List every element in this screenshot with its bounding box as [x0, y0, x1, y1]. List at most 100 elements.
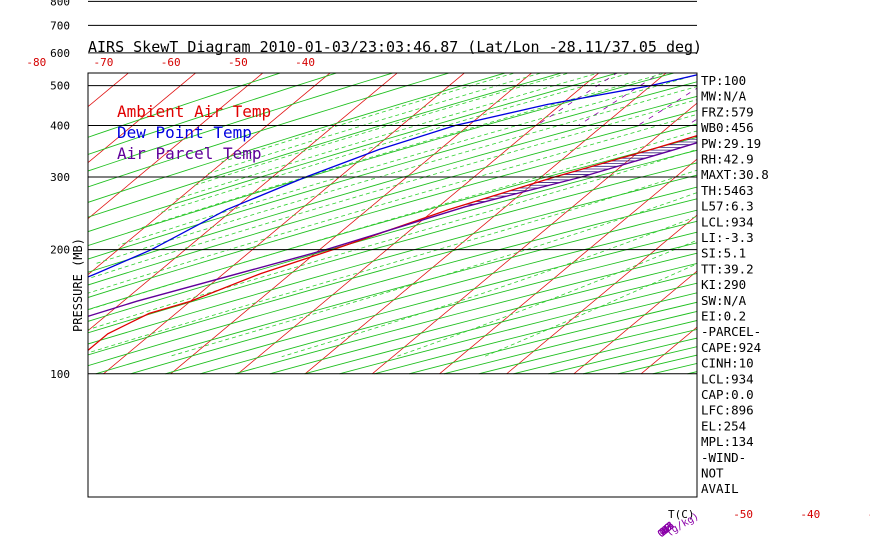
dry-adiabat-line [95, 209, 697, 375]
bottom-temp-tick-label: -30 [868, 508, 870, 521]
index-entry: TP:100 [701, 73, 746, 88]
dry-adiabat-line [374, 292, 697, 375]
moist-adiabat-line [88, 169, 697, 354]
index-entry: LI:-3.3 [701, 230, 754, 245]
dry-adiabat-line [269, 262, 697, 375]
index-entry: NOT [701, 466, 724, 481]
index-entry: EI:0.2 [701, 309, 746, 324]
moist-adiabat-line [168, 192, 697, 358]
index-entry: CAP:0.0 [701, 387, 754, 402]
series-line-ambient-temp [88, 134, 697, 352]
index-entry: -PARCEL- [701, 324, 761, 339]
moist-adiabat-line [175, 73, 601, 200]
index-entry: FRZ:579 [701, 104, 754, 119]
index-entry: MAXT:30.8 [701, 167, 769, 182]
dry-adiabat-line [443, 310, 697, 375]
isotherm-line [170, 73, 533, 375]
mixing-ratio-label: 4 [661, 524, 673, 536]
dry-adiabat-line [88, 123, 697, 298]
isotherm-line [304, 73, 667, 375]
index-entry: KI:290 [701, 277, 746, 292]
dry-adiabat-line [513, 328, 697, 375]
index-entry: EL:254 [701, 418, 746, 433]
isotherm-line [640, 326, 697, 375]
stability-indices: TP:100MW:N/AFRZ:579WB0:456PW:29.19RH:42.… [701, 73, 769, 496]
moist-adiabat-line [206, 73, 543, 175]
temp-unit-label: T(C) [668, 508, 695, 521]
index-entry: RH:42.9 [701, 152, 754, 167]
top-temp-tick-label: -70 [94, 56, 114, 69]
moist-adiabat-line [118, 74, 697, 246]
index-entry: AVAIL [701, 481, 739, 496]
pressure-tick-label: 700 [50, 19, 70, 32]
bottom-temp-tick-label: -50 [733, 508, 753, 521]
index-entry: MW:N/A [701, 89, 747, 104]
mixing-ratio-line [829, 0, 870, 126]
isotherm-line [237, 73, 600, 375]
mixing-ratio-label: 3 [661, 524, 673, 536]
y-axis-label: PRESSURE (MB) [71, 238, 85, 332]
cape-hatch-line [861, 78, 870, 86]
dry-adiabat-line [88, 198, 697, 367]
dry-adiabat-line [88, 136, 697, 311]
mixing-ratio-line [637, 87, 697, 126]
index-entry: SI:5.1 [701, 246, 746, 261]
legend: Ambient Air Temp Dew Point Temp Air Parcel… [117, 102, 271, 163]
index-entry: PW:29.19 [701, 136, 761, 151]
dry-adiabat-line [88, 149, 697, 322]
mixing-ratio-line [739, 0, 870, 126]
index-entry: TT:39.2 [701, 261, 754, 276]
index-entry: CINH:10 [701, 356, 754, 371]
dry-adiabat-line [234, 252, 697, 375]
mixing-ratio-line [795, 0, 870, 126]
isotherm-line [843, 0, 870, 374]
dry-adiabat-line [88, 109, 697, 286]
isotherm-line [775, 0, 870, 374]
dry-adiabat-line [88, 95, 697, 273]
pressure-tick-label: 300 [50, 171, 70, 184]
pressure-tick-label: 100 [50, 368, 70, 381]
chart-title: AIRS SkewT Diagram 2010-01-03/23:03:46.8… [88, 38, 702, 56]
mixing-ratio-line [771, 0, 870, 126]
mixing-ratio-line [536, 73, 618, 126]
moist-adiabat-line [88, 99, 697, 280]
isotherm-line [506, 214, 697, 375]
mixing-ratio-label: 2 [661, 524, 673, 536]
moist-adiabat-line [218, 73, 516, 164]
mixing-ratio-label: 6 [661, 524, 673, 536]
dry-adiabat-line [88, 73, 564, 218]
legend-entry: Dew Point Temp [117, 123, 252, 142]
pressure-tick-label: 400 [50, 120, 70, 133]
mixing-ratio-line [855, 0, 870, 126]
dry-adiabat-line [88, 73, 620, 233]
index-entry: LCL:934 [701, 214, 754, 229]
top-temp-tick-label: -80 [26, 56, 46, 69]
moist-adiabat-line [191, 73, 571, 187]
isotherm-line [88, 73, 398, 332]
dry-adiabat-line [88, 73, 676, 247]
pressure-tick-label: 500 [50, 80, 70, 93]
index-entry: SW:N/A [701, 293, 747, 308]
index-entry: CAPE:924 [701, 340, 761, 355]
moist-adiabat-line [138, 73, 667, 229]
pressure-tick-label: 800 [50, 0, 70, 8]
plot-frame [87, 72, 698, 498]
isotherm-line [88, 73, 264, 220]
dry-adiabat-line [652, 363, 697, 375]
mixing-ratio-label: 8 [661, 524, 673, 536]
index-entry: WB0:456 [701, 120, 754, 135]
top-temp-tick-label: -60 [161, 56, 181, 69]
top-temp-tick-label: -40 [295, 56, 315, 69]
series-line-parcel-temp [88, 142, 697, 318]
dry-adiabat-line [408, 301, 697, 375]
index-entry: -WIND- [701, 450, 746, 465]
isotherm-line [372, 102, 697, 375]
index-entry: LFC:896 [701, 403, 754, 418]
index-entry: MPL:134 [701, 434, 754, 449]
index-entry: LCL:934 [701, 371, 754, 386]
series-line-dew-point [88, 74, 697, 278]
isotherm-line [573, 270, 697, 375]
bottom-temp-tick-label: -40 [800, 508, 820, 521]
moist-adiabat-line [88, 130, 697, 311]
